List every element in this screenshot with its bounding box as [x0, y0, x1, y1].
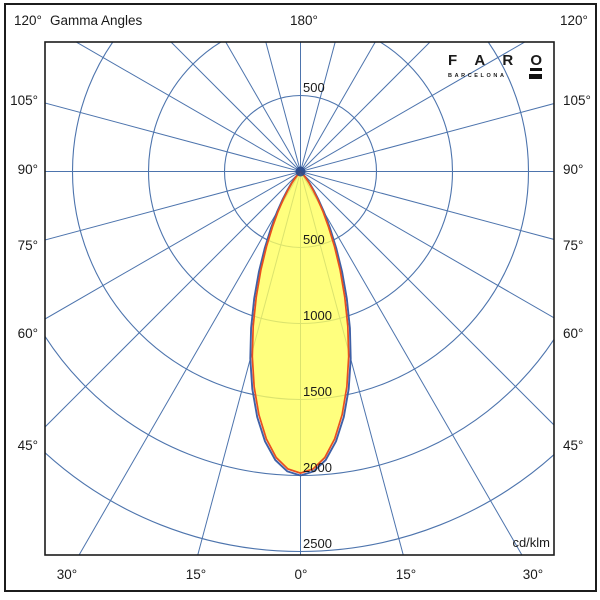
- faro-logo-block-icon: [529, 73, 542, 79]
- gamma-label-left-75°: 75°: [17, 238, 38, 253]
- gamma-label-left-105°: 105°: [10, 93, 38, 108]
- gamma-label-bottom-0°: 0°: [294, 567, 308, 582]
- gamma-label-bottom-30°: 30°: [56, 567, 78, 582]
- faro-letter-F: F: [448, 52, 458, 69]
- plot-border: [44, 41, 555, 556]
- gamma-label-left-90°: 90°: [17, 162, 38, 177]
- faro-letter-R: R: [502, 52, 514, 69]
- gamma-label-bottom-15°: 15°: [185, 567, 207, 582]
- gamma-label-right-45°: 45°: [563, 438, 584, 453]
- chart-title: Gamma Angles: [50, 13, 143, 28]
- intensity-tick-1000: 1000: [303, 308, 332, 323]
- gamma-label-bottom-30°: 30°: [522, 567, 544, 582]
- gamma-label-left-45°: 45°: [17, 438, 38, 453]
- intensity-tick-500: 500: [303, 232, 325, 247]
- faro-letter-A: A: [474, 52, 486, 69]
- gamma-label-left-60°: 60°: [17, 326, 38, 341]
- top-center-angle-label: 180°: [290, 13, 318, 28]
- intensity-tick-1500: 1500: [303, 384, 332, 399]
- gamma-label-right-60°: 60°: [563, 326, 584, 341]
- intensity-tick-500: 500: [303, 80, 325, 95]
- faro-logo-subline: BARCELONA: [448, 73, 542, 79]
- top-right-angle-label: 120°: [560, 13, 588, 28]
- intensity-tick-2500: 2500: [303, 536, 332, 551]
- center-origin-dot: [295, 166, 306, 177]
- faro-letter-O: O: [530, 52, 542, 71]
- intensity-tick-2000: 2000: [303, 460, 332, 475]
- gamma-label-right-75°: 75°: [563, 238, 584, 253]
- beam-curve-c90: [251, 170, 350, 474]
- gamma-label-right-90°: 90°: [563, 162, 584, 177]
- unit-label: cd/klm: [512, 535, 550, 550]
- gamma-label-bottom-15°: 15°: [395, 567, 417, 582]
- top-left-angle-label: 120°: [14, 13, 42, 28]
- gamma-label-right-105°: 105°: [563, 93, 591, 108]
- outer-frame: [4, 3, 597, 592]
- faro-logo-city: BARCELONA: [448, 73, 507, 79]
